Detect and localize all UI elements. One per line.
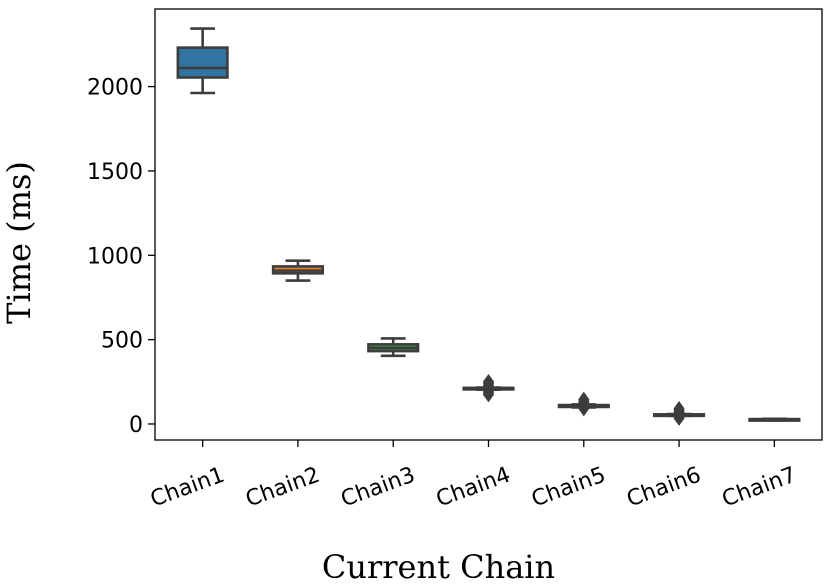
x-tick-label: Chain5 — [528, 463, 609, 513]
y-axis: 0 500 1000 1500 2000 — [87, 76, 155, 438]
x-axis-title: Current Chain — [322, 548, 555, 585]
x-tick-label: Chain1 — [147, 463, 228, 513]
outlier-point — [673, 400, 685, 417]
outlier-point — [578, 391, 590, 408]
box-chain6 — [652, 400, 706, 426]
box-chain1 — [176, 27, 229, 95]
x-tick-label: Chain2 — [242, 463, 323, 513]
box-chain3 — [367, 337, 420, 358]
box-chain4 — [462, 373, 515, 403]
x-axis: Chain1 Chain2 Chain3 Chain4 Chain5 Chain6 Chai… — [147, 440, 800, 513]
y-tick-label: 500 — [101, 329, 143, 354]
box-chain7 — [748, 417, 801, 422]
y-axis-title: Time (ms) — [0, 161, 38, 324]
x-tick-label: Chain4 — [433, 463, 514, 513]
box-iqr — [176, 46, 229, 79]
y-tick-label: 0 — [129, 413, 143, 438]
x-tick-label: Chain6 — [624, 463, 705, 513]
plot-marks — [176, 27, 801, 426]
x-tick-label: Chain3 — [338, 463, 419, 513]
box-chain5 — [557, 391, 610, 417]
y-tick-label: 1000 — [87, 244, 143, 269]
outlier-point — [482, 373, 495, 390]
box-chain2 — [271, 259, 325, 282]
y-tick-label: 2000 — [87, 76, 143, 101]
y-tick-label: 1500 — [87, 160, 143, 185]
x-tick-label: Chain7 — [719, 463, 800, 513]
